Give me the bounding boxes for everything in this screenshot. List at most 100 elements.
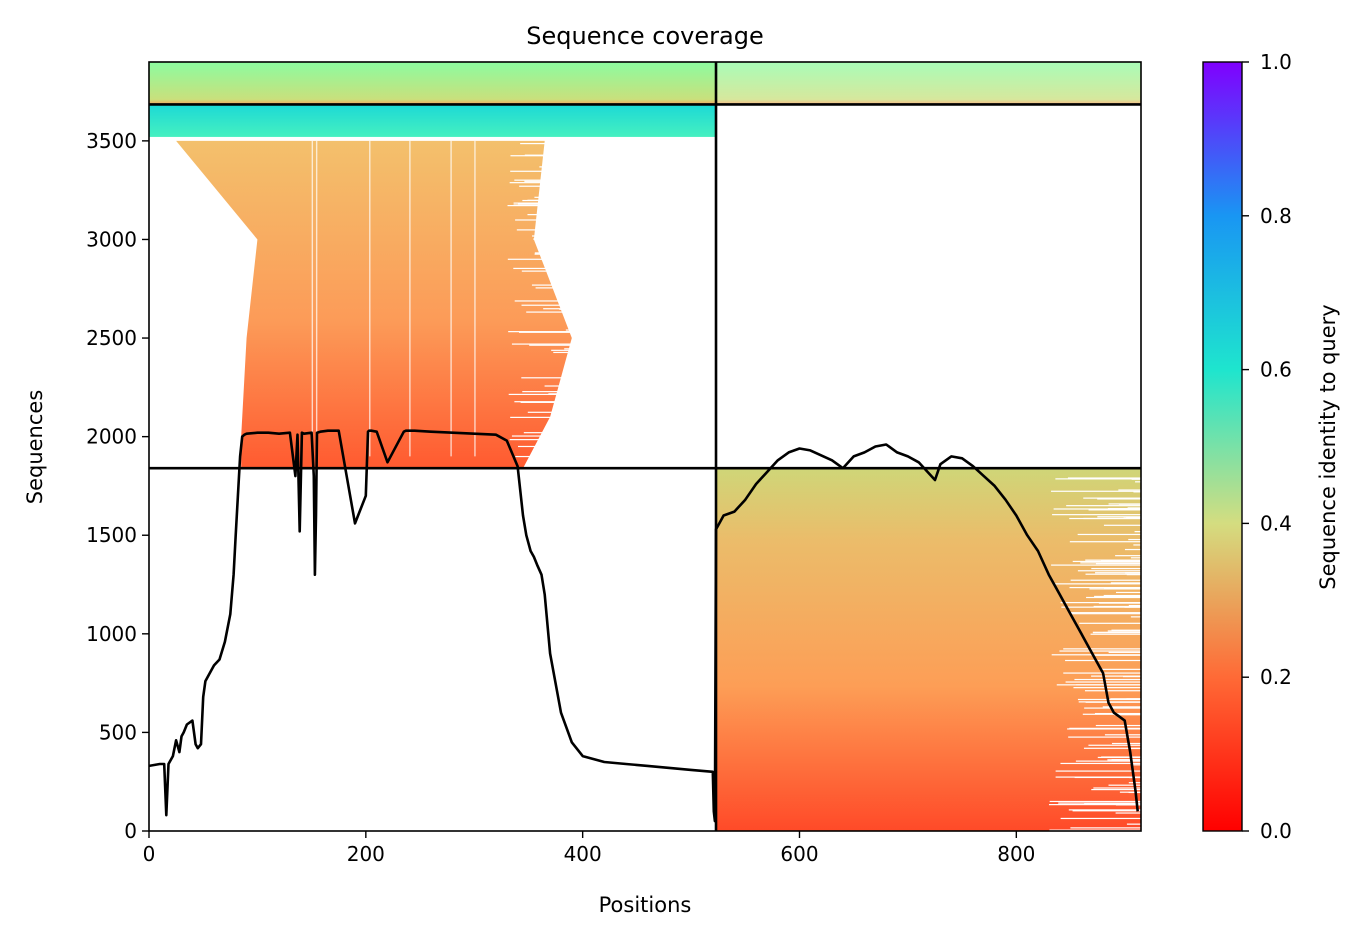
coverage-gap: [534, 196, 583, 198]
coverage-gap: [1077, 698, 1141, 701]
coverage-gap: [1095, 563, 1141, 565]
coverage-gap: [1116, 591, 1141, 594]
coverage-gap: [557, 270, 583, 272]
x-tick-label: 400: [564, 842, 602, 866]
full-length-top-rows: [149, 62, 1141, 105]
coverage-gap: [311, 140, 314, 457]
coverage-gap: [1107, 759, 1141, 761]
coverage-gap: [1085, 559, 1141, 561]
x-axis-label: Positions: [599, 893, 692, 917]
coverage-gap: [521, 377, 583, 379]
coverage-gap: [1101, 756, 1141, 758]
coverage-gap: [1072, 810, 1141, 812]
coverage-gap: [511, 435, 583, 437]
coverage-gap: [1103, 524, 1141, 526]
coverage-gap: [1111, 629, 1141, 631]
coverage-gap: [546, 442, 583, 444]
coverage-gap: [1124, 548, 1141, 551]
coverage-gap: [515, 219, 583, 221]
coverage-gap: [1069, 541, 1141, 543]
coverage-gap: [563, 159, 583, 161]
coverage-gap: [1061, 606, 1141, 608]
coverage-gap: [547, 426, 583, 429]
coverage-gap: [1052, 514, 1141, 516]
coverage-gap: [1051, 564, 1141, 566]
coverage-gap: [1065, 681, 1141, 683]
coverage-gap: [1049, 829, 1141, 831]
coverage-gap: [717, 62, 1141, 105]
coverage-gap: [510, 170, 583, 172]
coverage-gap: [531, 284, 583, 286]
coverage-gap: [1125, 572, 1141, 574]
coverage-gap: [1068, 736, 1141, 738]
coverage-gap: [1085, 701, 1141, 703]
coverage-gap: [565, 237, 583, 239]
coverage-gap: [1051, 490, 1141, 492]
plot-area: [149, 62, 1141, 831]
coverage-gap: [1110, 698, 1141, 700]
coverage-gap: [526, 311, 583, 313]
coverage-gap: [1126, 823, 1141, 825]
coverage-gap: [1108, 784, 1141, 786]
coverage-gap: [1133, 544, 1141, 546]
coverage-gap: [1069, 727, 1141, 729]
colorbar-label: Sequence identity to query: [1316, 304, 1340, 589]
colorbar: 0.0 0.2 0.4 0.6 0.8 1.0 Sequence identity to …: [1202, 50, 1340, 843]
colorbar-gradient: [1202, 61, 1243, 832]
coverage-gap: [521, 270, 583, 272]
colorbar-ticks: 0.0 0.2 0.4 0.6 0.8 1.0: [1242, 50, 1292, 843]
coverage-gap: [565, 329, 583, 331]
coverage-gap: [474, 140, 476, 457]
coverage-gap: [1107, 508, 1141, 510]
coverage-gap: [1091, 567, 1141, 570]
coverage-gap: [547, 260, 583, 262]
coverage-gap: [1111, 742, 1141, 745]
coverage-gap: [520, 142, 583, 145]
colorbar-tick-label: 0.6: [1260, 358, 1292, 382]
coverage-gap: [1124, 606, 1141, 608]
coverage-gap: [1073, 687, 1141, 689]
coverage-gap: [558, 183, 583, 185]
coverage-gap: [559, 308, 583, 310]
colorbar-tick-label: 0.4: [1260, 511, 1292, 535]
coverage-gap: [1083, 517, 1141, 520]
coverage-gap: [508, 393, 583, 396]
coverage-gap: [564, 376, 583, 378]
coverage-gap: [544, 385, 583, 387]
coverage-gap: [1048, 804, 1141, 806]
coverage-gap: [558, 167, 583, 169]
coverage-gap: [1055, 776, 1141, 778]
coverage-gap: [509, 439, 583, 441]
coverage-gap: [1100, 668, 1141, 670]
coverage-gap: [1058, 802, 1141, 804]
coverage-gap: [1088, 509, 1141, 511]
coverage-gap: [1055, 478, 1141, 480]
coverage-gap: [1100, 560, 1141, 562]
coverage-gap: [508, 331, 583, 333]
coverage-gap: [1126, 574, 1141, 576]
coverage-gap: [522, 391, 583, 393]
coverage-gap: [533, 238, 583, 240]
coverage-heatmap: [149, 62, 1141, 831]
coverage-gap: [515, 455, 583, 458]
coverage-gap: [1082, 713, 1141, 715]
coverage-gap: [1074, 678, 1141, 681]
coverage-gap: [561, 455, 583, 458]
y-tick-label: 2000: [86, 425, 137, 449]
coverage-gap: [524, 154, 583, 156]
coverage-gap: [527, 214, 583, 216]
coverage-gap: [1055, 770, 1141, 772]
colorbar-tick-label: 0.8: [1260, 204, 1292, 228]
coverage-gap: [1095, 724, 1141, 727]
coverage-gap: [1115, 812, 1141, 814]
coverage-gap: [507, 258, 583, 260]
y-tick-label: 1000: [86, 622, 137, 646]
coverage-gap: [519, 185, 583, 187]
coverage-gap: [1097, 516, 1141, 518]
coverage-gap: [535, 239, 583, 241]
coverage-gap: [1107, 630, 1141, 632]
coverage-gap: [534, 252, 583, 254]
coverage-gap: [1088, 744, 1141, 746]
coverage-gap: [1083, 747, 1141, 749]
coverage-gap: [1110, 582, 1141, 584]
